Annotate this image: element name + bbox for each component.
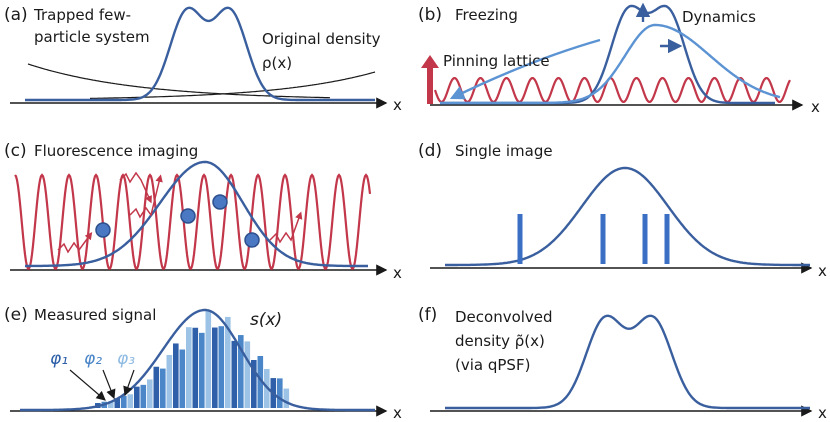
- photon: [269, 211, 303, 244]
- signal-bar: [225, 316, 231, 408]
- signal-bar: [186, 327, 192, 408]
- signal-bar: [179, 349, 186, 408]
- density: [445, 314, 810, 410]
- photon: [119, 171, 152, 204]
- signal-bar: [244, 341, 251, 408]
- signal-bar: [121, 395, 127, 408]
- panel-label: (b): [418, 5, 442, 25]
- panel-title: Deconvolved: [455, 308, 553, 326]
- signal-bar: [127, 394, 134, 408]
- detection: [664, 214, 670, 264]
- signal-bar: [277, 378, 283, 408]
- axis-label: x: [811, 98, 820, 116]
- signal-bar: [283, 388, 290, 408]
- drawing: [10, 2, 813, 417]
- annotation: Original density: [262, 30, 381, 48]
- density: [25, 6, 375, 102]
- signal-bar: [257, 356, 264, 408]
- signal-bar: [238, 335, 244, 408]
- signal-bar: [160, 368, 166, 408]
- signal-bar: [251, 359, 257, 408]
- arrow: [449, 38, 601, 100]
- annotation: Pinning lattice: [443, 52, 550, 70]
- arrow-head: [421, 55, 439, 68]
- annotation: φ₃: [117, 349, 135, 369]
- atom: [212, 194, 228, 210]
- photon: [129, 174, 163, 219]
- panel-title: (via qPSF): [455, 356, 530, 374]
- detection: [600, 214, 606, 264]
- signal-bar: [192, 327, 199, 408]
- signal-bar: [173, 343, 179, 408]
- pointer: [69, 369, 106, 401]
- panel-label: (d): [418, 141, 442, 161]
- signal-bar: [218, 326, 225, 408]
- axis-label: x: [393, 404, 402, 422]
- panel-title: Freezing: [455, 6, 518, 24]
- lattice: [14, 173, 372, 270]
- panel-title: density ρ̃(x): [455, 332, 545, 350]
- panel-title: particle system: [34, 28, 150, 46]
- pointer: [123, 369, 135, 397]
- signal-bar: [212, 327, 218, 408]
- panel-title: Single image: [455, 142, 553, 160]
- panel-label: (f): [418, 305, 437, 325]
- signal-bar: [231, 340, 238, 408]
- density-evolved: [440, 23, 781, 105]
- signal-bar: [114, 398, 121, 408]
- signal: [20, 308, 375, 412]
- signal-bar: [134, 386, 140, 408]
- density: [25, 160, 368, 268]
- signal-bar: [205, 310, 212, 408]
- signal-bar: [147, 379, 153, 408]
- density: [445, 166, 810, 267]
- signal-bar: [140, 384, 147, 408]
- signal-bar: [199, 332, 205, 408]
- signal-bar: [153, 366, 160, 408]
- panel-title: Fluorescence imaging: [34, 142, 198, 160]
- annotation: φ₁: [50, 349, 68, 369]
- detection: [517, 214, 523, 264]
- atom: [95, 222, 111, 238]
- potential: [90, 71, 376, 99]
- detection: [642, 214, 648, 264]
- axis-label: x: [393, 264, 402, 282]
- photon: [57, 231, 93, 254]
- axis-label: x: [818, 262, 827, 280]
- axis-label: x: [393, 96, 402, 114]
- atom: [180, 208, 196, 224]
- annotation: ρ(x): [262, 54, 292, 72]
- panel-label: (a): [4, 5, 28, 25]
- signal-bar: [108, 401, 114, 408]
- annotation: Dynamics: [682, 8, 756, 26]
- signal-bar: [166, 354, 173, 408]
- panel-label: (c): [4, 141, 27, 161]
- lattice: [433, 77, 791, 103]
- potential: [27, 63, 330, 99]
- axis-label: x: [818, 404, 827, 422]
- annotation: φ₂: [84, 349, 102, 369]
- panel-title: Measured signal: [34, 306, 156, 324]
- panel-label: (e): [4, 305, 28, 325]
- pointer: [102, 369, 116, 400]
- annotation: s(x): [250, 310, 282, 330]
- panel-title: Trapped few-: [33, 6, 131, 24]
- atom: [244, 232, 260, 248]
